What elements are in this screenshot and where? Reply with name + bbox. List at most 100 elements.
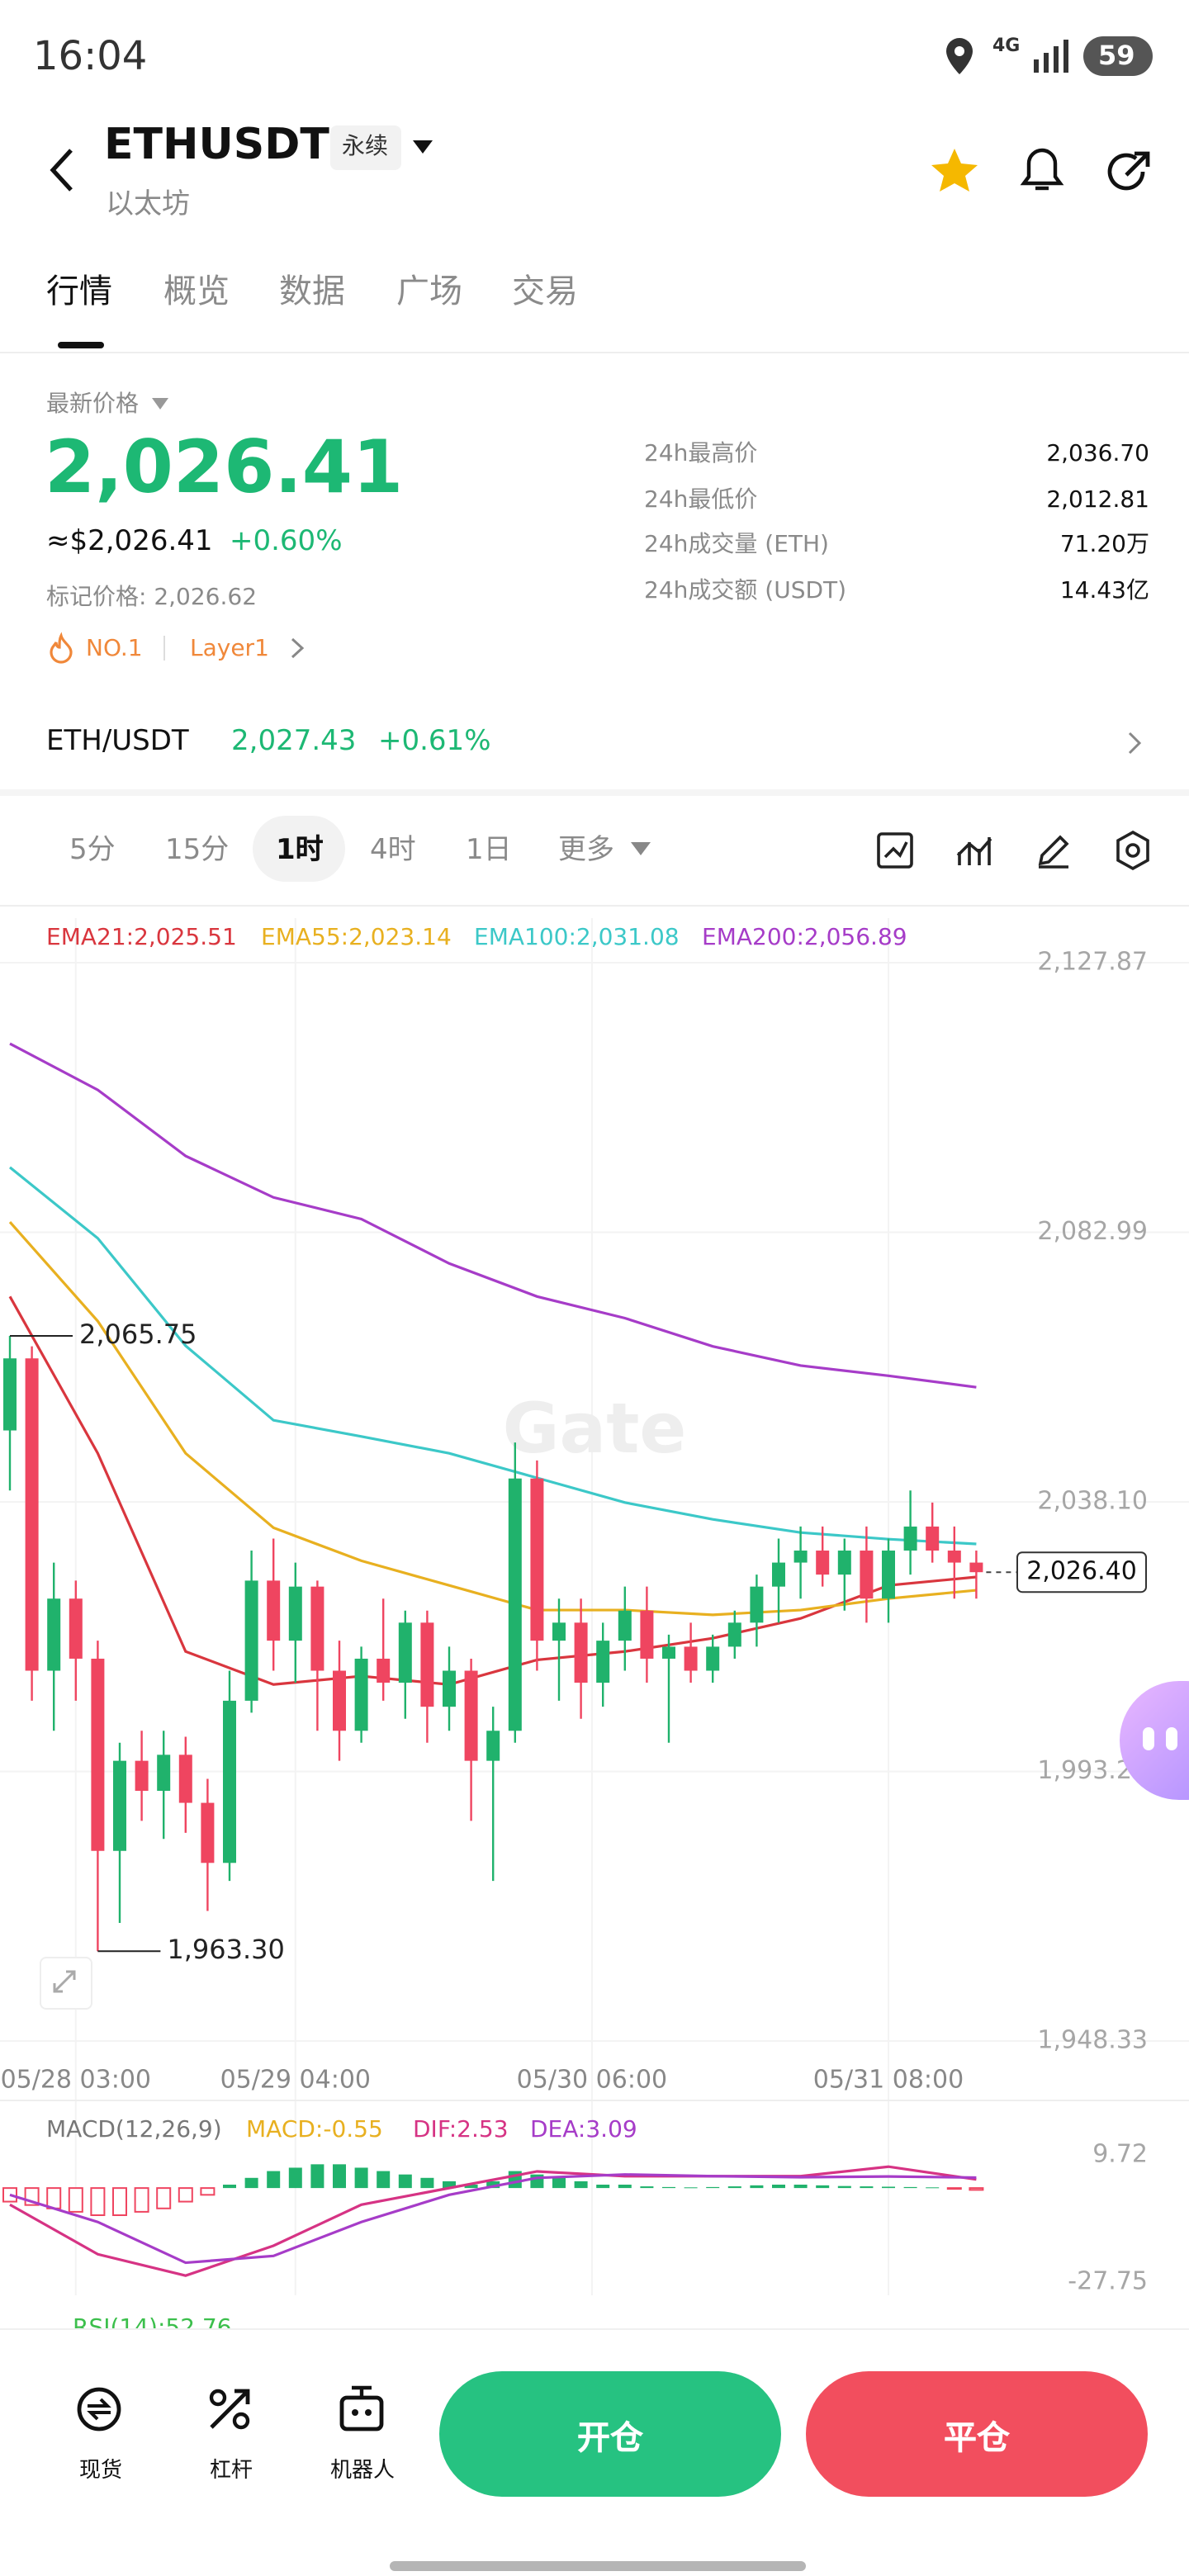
interval[interactable]: 1日: [466, 834, 512, 867]
stat-label: 24h最低价: [644, 486, 758, 514]
macd-bar: [903, 2186, 917, 2189]
candle-body: [244, 1580, 258, 1701]
interval[interactable]: 1时: [276, 834, 324, 867]
favorite-button[interactable]: [930, 147, 979, 193]
macd-bar: [552, 2177, 566, 2189]
y-tick-label: 1,948.33: [1037, 2026, 1148, 2055]
chart-settings-button[interactable]: [956, 832, 992, 869]
candle-body: [157, 1754, 171, 1792]
y-tick-label: 2,127.87: [1037, 948, 1148, 977]
nav-label[interactable]: 杠杆: [210, 2459, 253, 2484]
spot-icon[interactable]: [74, 2384, 124, 2434]
divider: [0, 905, 1189, 907]
macd-bar: [969, 2187, 984, 2191]
candle-body: [443, 1670, 456, 1707]
macd-bar: [793, 2185, 808, 2189]
nav-label[interactable]: 机器人: [330, 2459, 396, 2484]
candle-body: [288, 1586, 302, 1641]
candle-body: [793, 1551, 808, 1563]
draw-button[interactable]: [1035, 832, 1072, 869]
candle-body: [178, 1754, 192, 1803]
rank-tag[interactable]: NO.1: [86, 636, 143, 662]
indicator-button[interactable]: [877, 832, 913, 869]
alert-button[interactable]: [1020, 145, 1064, 195]
settings-button[interactable]: [1115, 830, 1151, 871]
tab[interactable]: 数据: [279, 271, 345, 310]
close-position-button[interactable]: 平仓: [806, 2371, 1148, 2497]
candle-body: [201, 1802, 215, 1863]
candle-body: [903, 1526, 917, 1551]
chevron: [291, 637, 305, 659]
indicator-line: [9, 1042, 977, 1389]
indicator-line: [9, 2173, 977, 2265]
macd-bar: [333, 2164, 346, 2189]
macd-bar: [574, 2181, 588, 2189]
stat-label: 24h最高价: [644, 441, 758, 467]
chevron[interactable]: [1128, 732, 1142, 755]
macd-bar: [706, 2186, 720, 2189]
network-type: 4G: [992, 35, 1021, 56]
interval[interactable]: 更多: [558, 834, 614, 867]
tab[interactable]: 交易: [512, 271, 578, 310]
interval[interactable]: 15分: [165, 834, 230, 867]
candle-body: [3, 1358, 17, 1431]
dropdown-arrow[interactable]: [631, 842, 651, 857]
legend-item: DIF:2.53: [413, 2115, 509, 2143]
candle-body: [398, 1622, 412, 1683]
macd-bar: [354, 2167, 368, 2189]
share-button[interactable]: [1106, 149, 1153, 195]
stat-value: 71.20万: [1059, 532, 1149, 559]
candle-body: [640, 1610, 654, 1659]
fullscreen-button[interactable]: [40, 1957, 92, 2010]
macd-bar: [156, 2187, 172, 2209]
tab[interactable]: 广场: [396, 271, 462, 310]
candle-body: [837, 1551, 851, 1575]
macd-bar: [618, 2185, 632, 2189]
tab[interactable]: 概览: [163, 271, 230, 310]
contract-badge[interactable]: [330, 125, 401, 170]
candle-body: [596, 1641, 610, 1683]
bot-icon[interactable]: [337, 2384, 386, 2434]
x-tick-label: 05/31 08:00: [813, 2066, 964, 2095]
spot-change: +0.61%: [378, 725, 491, 758]
nav-label[interactable]: 现货: [79, 2459, 123, 2484]
open-position-button[interactable]: 开仓: [439, 2371, 781, 2497]
macd-bar: [443, 2181, 456, 2189]
dropdown-arrow[interactable]: [152, 398, 168, 411]
macd-bar: [882, 2186, 895, 2189]
battery: [1083, 36, 1153, 76]
macd-bar: [68, 2187, 83, 2213]
macd-bar: [926, 2187, 940, 2189]
back-button[interactable]: [46, 147, 79, 193]
candle-body: [574, 1622, 588, 1683]
extreme-label: 2,065.75: [79, 1319, 197, 1350]
macd-bar: [112, 2187, 127, 2217]
contract-type: 永续: [342, 134, 388, 160]
x-tick-label: 05/30 06:00: [517, 2066, 667, 2095]
candle-body: [354, 1658, 368, 1731]
interval[interactable]: 5分: [69, 834, 116, 867]
indicator-line: [8, 1221, 977, 1617]
category-tag[interactable]: Layer1: [190, 636, 269, 662]
candle-body: [860, 1551, 874, 1599]
candle-body: [113, 1760, 126, 1851]
interval-selected: [253, 816, 345, 882]
tab[interactable]: 行情: [46, 271, 112, 310]
macd-bar: [596, 2185, 610, 2189]
macd-bar: [684, 2187, 698, 2189]
candle-body: [727, 1622, 741, 1647]
legend-item: EMA21:2,025.51: [46, 923, 237, 950]
clock: 16:04: [33, 33, 148, 79]
candle-body: [267, 1580, 281, 1641]
macd-bar: [750, 2185, 764, 2189]
candle-body: [882, 1551, 895, 1599]
interval[interactable]: 4时: [370, 834, 416, 867]
spot-pair[interactable]: ETH/USDT: [46, 725, 189, 758]
battery-level: 59: [1098, 40, 1135, 71]
macd-bar: [420, 2177, 434, 2189]
dropdown-arrow[interactable]: [411, 139, 434, 155]
price-label: 最新价格: [46, 391, 139, 418]
candle-body: [618, 1610, 632, 1641]
margin-icon[interactable]: [205, 2384, 254, 2434]
